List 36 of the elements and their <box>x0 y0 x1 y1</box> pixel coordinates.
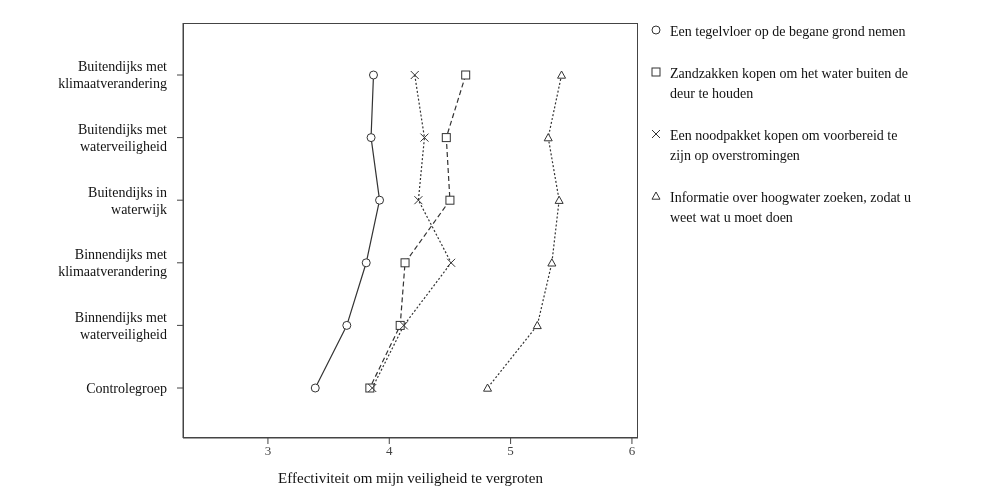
x-tick-label: 6 <box>628 443 636 459</box>
y-tick-label: Controlegroep <box>86 380 167 396</box>
y-tick-label: Binnendijks met waterveiligheid <box>74 309 168 342</box>
point <box>445 195 455 205</box>
legend-label: Zandzakken kopen om het water buiten de deur te houden <box>670 65 909 103</box>
point <box>410 70 420 80</box>
x-axis-title: Effectiviteit om mijn veiligheid te vergroten <box>278 470 544 486</box>
point <box>342 320 352 330</box>
point <box>400 258 410 268</box>
point <box>310 383 320 393</box>
legend-label: Een tegelvloer op de begane grond nemen <box>670 23 907 41</box>
point <box>375 195 385 205</box>
point <box>413 195 423 205</box>
point <box>557 70 567 79</box>
legend-label: Informatie over hoogwater zoeken, zodat u weet wat u moet doen <box>670 189 912 227</box>
point <box>483 383 493 392</box>
point <box>554 195 564 204</box>
legend-label: Een noodpakket kopen om voorbereid te zijn op overstromingen <box>670 127 899 165</box>
x-tick-label: 5 <box>507 443 514 459</box>
point <box>361 258 371 268</box>
point <box>399 320 409 330</box>
y-tick-label: Buitendijks met klimaatverandering <box>58 59 168 92</box>
y-tick-label: Binnendijks met klimaatverandering <box>58 247 168 280</box>
point <box>461 70 471 80</box>
point <box>543 133 553 142</box>
y-tick-label: Buitendijks met waterveiligheid <box>77 122 168 154</box>
x-tick-label: 4 <box>386 443 394 459</box>
point <box>419 133 429 143</box>
y-tick-label: Buitendijks in waterwijk <box>88 184 167 217</box>
point <box>441 133 451 143</box>
x-tick-label: 3 <box>264 443 272 459</box>
point <box>532 320 542 330</box>
point <box>368 70 378 80</box>
point <box>446 258 456 268</box>
point <box>547 258 557 267</box>
point <box>366 133 376 143</box>
